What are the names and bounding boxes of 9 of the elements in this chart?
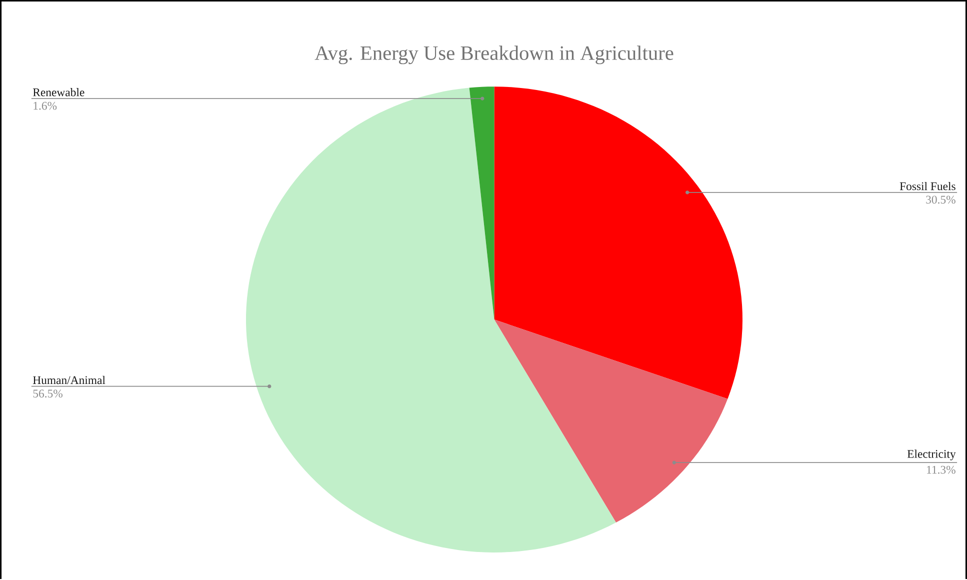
data-label: 30.5% [926,196,956,204]
data-label: 56.5% [33,390,62,398]
slice-label: Electricity [907,450,956,460]
chart-title: Avg. Energy Use Breakdown in Agriculture [314,46,674,64]
slice-label: Fossil Fuels [900,182,956,190]
slice-label: Renewable [32,88,84,96]
slice-label: Human/Animal [32,376,106,384]
data-label: 11.3% [927,466,956,474]
data-label: 1.6% [34,102,57,110]
